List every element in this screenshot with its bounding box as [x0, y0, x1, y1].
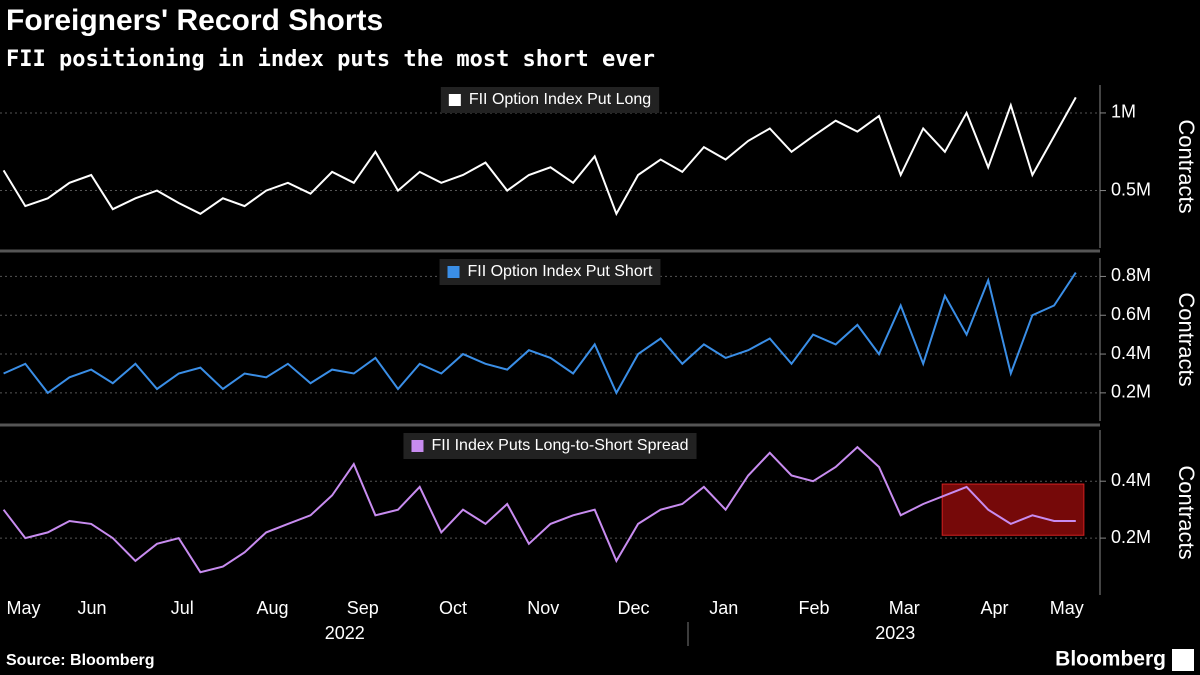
y-tick-label: 0.5M — [1111, 179, 1151, 199]
x-tick-label: May — [6, 598, 40, 618]
series-line — [3, 272, 1077, 396]
y-tick-label: 0.4M — [1111, 470, 1151, 490]
chart-subtitle: FII positioning in index puts the most s… — [6, 47, 655, 72]
legend-label: FII Index Puts Long-to-Short Spread — [431, 437, 688, 454]
x-tick-label: Mar — [889, 598, 920, 618]
x-tick-label: Dec — [618, 598, 650, 618]
x-tick-label: Oct — [439, 598, 467, 618]
x-tick-label: Apr — [981, 598, 1009, 618]
brand: Bloomberg — [1055, 648, 1166, 671]
x-tick-label: Jul — [171, 598, 194, 618]
y-tick-label: 1M — [1111, 102, 1136, 122]
legend-swatch — [448, 94, 461, 106]
legend-box — [403, 433, 697, 459]
source: Source: Bloomberg — [6, 652, 154, 669]
x-tick-label: Sep — [347, 598, 379, 618]
brand-icon — [1172, 649, 1194, 671]
legend-swatch — [447, 266, 460, 278]
year-label: 2023 — [875, 623, 915, 643]
series-line — [2, 445, 1076, 574]
x-tick-label: Jan — [709, 598, 738, 618]
y-axis-label: Contracts — [1174, 119, 1199, 213]
chart-title: Foreigners' Record Shorts — [6, 4, 383, 37]
y-tick-label: 0.4M — [1111, 343, 1151, 363]
legend-box — [439, 259, 661, 285]
year-label: 2022 — [325, 623, 365, 643]
legend-box — [440, 87, 660, 113]
y-axis-label: Contracts — [1174, 465, 1199, 559]
legend-label: FII Option Index Put Long — [469, 91, 651, 108]
x-tick-label: Jun — [78, 598, 107, 618]
y-axis-label: Contracts — [1174, 292, 1199, 386]
x-tick-label: May — [1050, 598, 1084, 618]
x-tick-label: Nov — [527, 598, 559, 618]
highlight-box — [941, 483, 1085, 536]
series-line — [2, 96, 1077, 217]
y-tick-label: 0.8M — [1111, 265, 1151, 285]
x-tick-label: Feb — [799, 598, 830, 618]
y-tick-label: 0.2M — [1111, 382, 1151, 402]
y-tick-label: 0.6M — [1111, 304, 1151, 324]
y-tick-label: 0.2M — [1111, 527, 1151, 547]
legend-swatch — [411, 440, 424, 452]
x-tick-label: Aug — [257, 598, 289, 618]
legend-label: FII Option Index Put Short — [468, 263, 654, 280]
